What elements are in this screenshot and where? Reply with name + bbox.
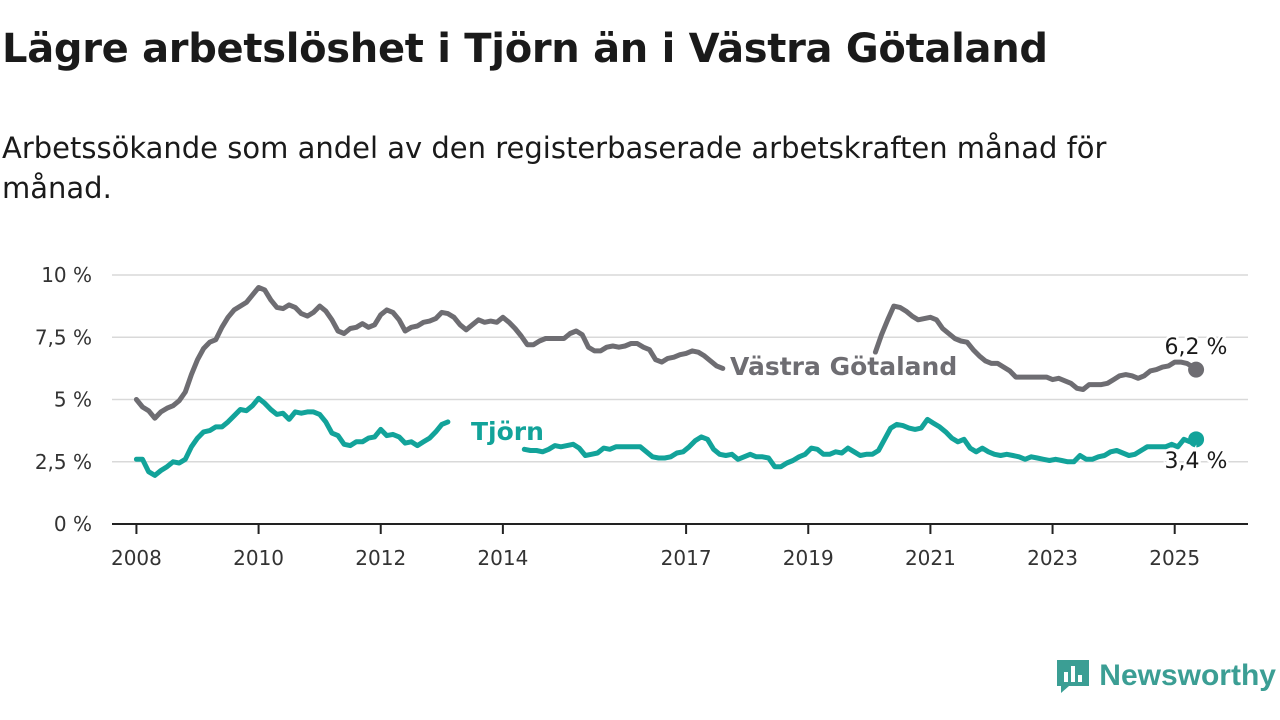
x-tick-label: 2010 [233,546,284,570]
series-label-vastra-gotaland: Västra Götaland [730,352,957,381]
labels: Västra Götaland Tjörn 6,2 % 3,4 % [468,333,1230,477]
y-tick-label: 0 % [54,512,92,536]
newsworthy-logo: Newsworthy [1055,658,1276,694]
x-tick-label: 2014 [477,546,528,570]
y-tick-label: 5 % [54,388,92,412]
series-line-v-stra-g-taland [872,303,1199,392]
series-line-tj-rn [133,395,451,478]
series-label-tjorn: Tjörn [471,417,544,446]
end-point-v-stra-g-taland [1188,361,1205,378]
x-tick-label: 2008 [111,546,162,570]
end-value-label-vastra-gotaland: 6,2 % [1165,335,1228,360]
x-tick-label: 2021 [905,546,956,570]
x-tick-label: 2012 [355,546,406,570]
newsworthy-logo-icon [1057,660,1090,693]
end-value-label-tjorn: 3,4 % [1165,449,1228,474]
logo-text: Newsworthy [1099,659,1276,692]
y-tick-label: 7,5 % [35,325,92,349]
x-tick-label: 2023 [1027,546,1078,570]
series-lines [133,285,1205,478]
y-tick-label: 2,5 % [35,450,92,474]
series-line-v-stra-g-taland [133,285,726,421]
gridlines [112,274,1248,463]
chart-title: Lägre arbetslöshet i Tjörn än i Västra G… [2,26,1048,72]
x-tick-label: 2019 [783,546,834,570]
chart-subtitle: Arbetssökande som andel av den registerb… [2,131,1107,205]
x-tick-label: 2025 [1149,546,1200,570]
axes: 0 % 2,5 % 5 % 7,5 % 10 % 2008 2010 2012 2014 2017… [35,263,1248,570]
y-tick-label: 10 % [41,263,92,287]
end-point-tj-rn [1188,431,1205,448]
series-line-tj-rn [521,416,1199,470]
x-tick-label: 2017 [661,546,712,570]
